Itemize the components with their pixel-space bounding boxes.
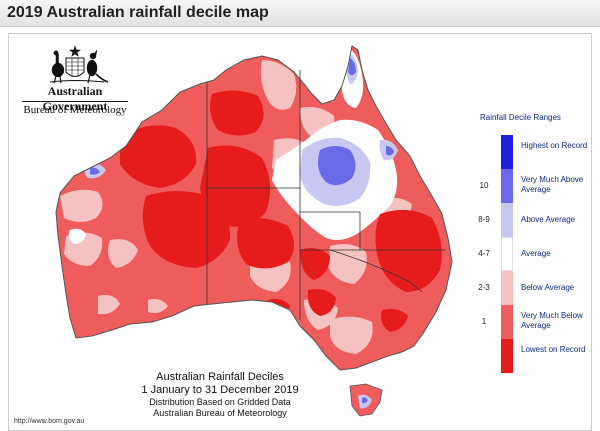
- legend-swatch: [501, 169, 513, 203]
- legend-decile: 4-7: [478, 249, 490, 258]
- caption-source: Australian Bureau of Meteorology: [153, 408, 287, 418]
- legend-swatch: [501, 237, 513, 271]
- legend-item: 1 Very Much Below Average: [474, 305, 592, 339]
- caption-method: Distribution Based on Gridded Data: [149, 397, 291, 407]
- caption-period: 1 January to 31 December 2019: [141, 384, 299, 396]
- legend-item: Highest on Record: [474, 135, 592, 169]
- source-url: http://www.bom.gov.au: [14, 418, 85, 425]
- legend-swatch: [501, 305, 513, 339]
- legend-item: 10 Very Much Above Average: [474, 169, 592, 203]
- legend-swatch: [501, 339, 513, 373]
- window-title-bar: 2019 Australian rainfall decile map: [0, 0, 600, 27]
- caption-title: Australian Rainfall Deciles: [156, 371, 284, 383]
- legend-swatch: [501, 135, 513, 169]
- legend-item: 4-7 Average: [474, 237, 592, 271]
- legend-item: Lowest on Record: [474, 339, 592, 373]
- legend-decile: 10: [479, 181, 489, 190]
- legend-swatch: [501, 271, 513, 305]
- legend-decile: 2-3: [478, 283, 490, 292]
- government-name: Australian Government: [42, 84, 108, 113]
- legend-item: 8-9 Above Average: [474, 203, 592, 237]
- legend-decile: 8-9: [478, 215, 490, 224]
- legend-swatch: [501, 203, 513, 237]
- legend-decile: 1: [481, 317, 487, 326]
- decile-very-much-above-regions: [90, 58, 394, 186]
- coastline: [55, 45, 453, 371]
- map-caption: Australian Rainfall Deciles 1 January to…: [120, 371, 320, 419]
- legend-label: Above Average: [521, 215, 576, 224]
- legend-label: Highest on Record: [521, 141, 588, 150]
- legend-label: Very Much Above Average: [521, 175, 584, 194]
- tasmania-region: [349, 383, 383, 417]
- government-logo: Australian Government Bureau of Meteorol…: [20, 44, 130, 124]
- legend-label: Average: [521, 249, 551, 258]
- window-title: 2019 Australian rainfall decile map: [7, 4, 269, 21]
- legend-item: 2-3 Below Average: [474, 271, 592, 305]
- legend-label: Lowest on Record: [521, 345, 586, 354]
- coat-of-arms-icon: [49, 45, 109, 84]
- legend-title: Rainfall Decile Ranges: [480, 113, 561, 122]
- bureau-name: Bureau of Meteorology: [23, 104, 127, 116]
- state-borders: [206, 70, 446, 320]
- decile-lowest-on-record-regions: [120, 90, 442, 332]
- legend-label: Below Average: [521, 283, 575, 292]
- legend-label: Very Much Below Average: [521, 311, 583, 330]
- logo-divider: [22, 101, 128, 102]
